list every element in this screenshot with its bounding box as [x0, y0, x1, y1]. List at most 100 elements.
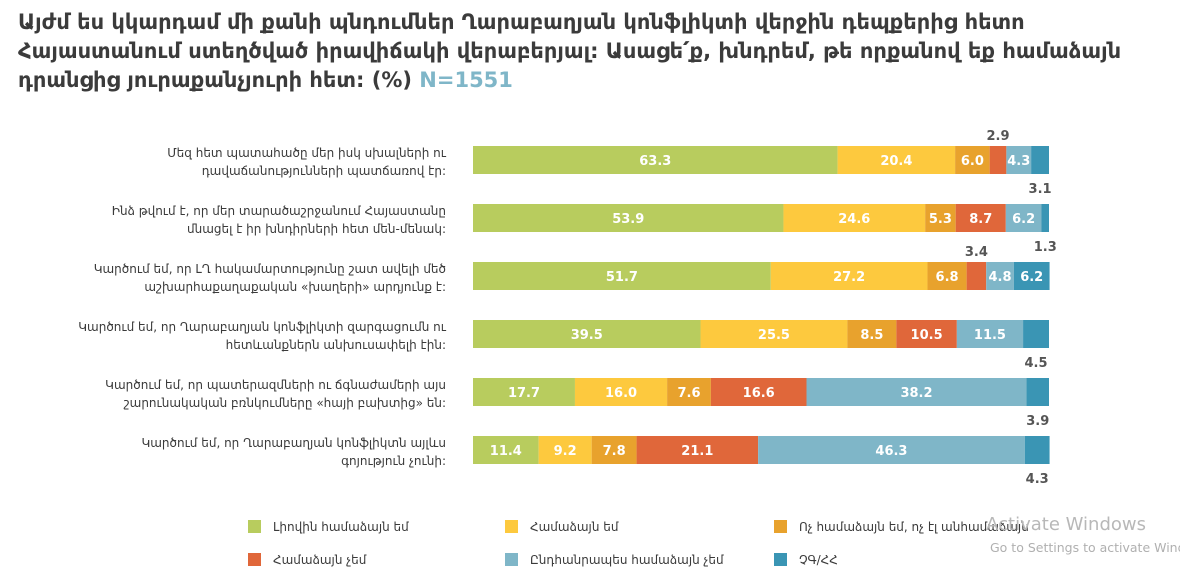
bar-segment	[574, 378, 668, 406]
bar-segment	[473, 262, 771, 290]
chart-title: Այժմ ես կկարդամ մի քանի պնդումներ Ղարաբա…	[18, 8, 1168, 95]
data-label: 6.2	[1012, 212, 1035, 227]
watermark-title: Activate Windows	[986, 514, 1146, 535]
bar-segment	[847, 320, 897, 348]
category-label: գոյություն չունի:	[341, 454, 446, 468]
legend-label: ՉԳ/ՀՀ	[799, 553, 838, 567]
legend-label: Համաձայն եմ	[530, 520, 619, 534]
data-label: 9.2	[554, 444, 577, 459]
bar-segment	[986, 262, 1014, 290]
bar-segment	[1013, 262, 1050, 290]
data-label: 7.6	[677, 386, 700, 401]
legend-swatch	[505, 520, 518, 533]
data-label: 51.7	[606, 270, 638, 285]
data-label: 21.1	[681, 444, 713, 459]
legend-label: Ընդհանրապես համաձայն չեմ	[530, 553, 724, 567]
bar-segment	[896, 320, 957, 348]
data-label: 25.5	[758, 328, 790, 343]
legend-swatch	[248, 520, 261, 533]
bar-segment	[1006, 146, 1032, 174]
category-label: շարունակական բռնկումները «հայի բախտից» ե…	[124, 396, 446, 410]
category-label: Կարծում եմ, որ ԼՂ հակամարտությունը շատ ա…	[94, 262, 446, 276]
legend-swatch	[248, 553, 261, 566]
data-label: 11.5	[974, 328, 1006, 343]
bar-segment	[783, 204, 926, 232]
data-label: 53.9	[612, 212, 644, 227]
bar-segment	[1026, 378, 1049, 406]
data-label: 3.9	[1026, 414, 1049, 429]
watermark-subtitle: Go to Settings to activate Windows.	[990, 540, 1180, 555]
legend-label: Լիովին համաձայն եմ	[273, 520, 409, 534]
category-label: դավաճանությունների պատճառով էր:	[202, 164, 446, 178]
data-label: 7.8	[603, 444, 626, 459]
data-label: 4.8	[989, 270, 1012, 285]
data-label: 24.6	[838, 212, 870, 227]
bar-segment	[1005, 204, 1042, 232]
data-label: 10.5	[911, 328, 943, 343]
data-label: 2.9	[987, 129, 1010, 144]
bar-segment	[1024, 436, 1050, 464]
data-label: 27.2	[833, 270, 865, 285]
data-label: 4.5	[1025, 356, 1048, 371]
bar-segment	[955, 146, 990, 174]
bar-segment	[956, 320, 1024, 348]
category-label: Կարծում եմ, որ պատերազմների ու ճգնաժամեր…	[105, 378, 446, 392]
legend-swatch	[774, 520, 787, 533]
bar-segment	[758, 436, 1025, 464]
data-label: 63.3	[639, 154, 671, 169]
bar-segment	[1041, 204, 1049, 232]
data-label: 16.6	[743, 386, 775, 401]
data-label: 4.3	[1007, 154, 1030, 169]
legend-swatch	[505, 553, 518, 566]
data-label: 5.3	[929, 212, 952, 227]
category-label: աշխարհաքաղաքական «խաղերի» արդյունք է:	[144, 280, 446, 294]
bar-segment	[591, 436, 637, 464]
bar-segment	[955, 204, 1006, 232]
bar-segment	[473, 146, 838, 174]
bar-segment	[989, 146, 1007, 174]
data-label: 39.5	[571, 328, 603, 343]
sample-size: N=1551	[419, 68, 513, 92]
bar-segment	[925, 204, 956, 232]
legend-label: Ոչ համաձայն եմ, ոչ էլ անհամաձայն	[799, 520, 1029, 534]
data-label: 6.2	[1020, 270, 1043, 285]
data-label: 8.5	[860, 328, 883, 343]
category-label: մնացել է իր խնդիրների հետ մեն-մենակ:	[187, 222, 446, 236]
category-label: Ինձ թվում է, որ մեր տարածաշրջանում Հայաս…	[112, 204, 446, 218]
category-label: Կարծում եմ, որ Ղարաբաղյան կոնֆլիկտն այլև…	[141, 436, 446, 450]
data-label: 6.8	[936, 270, 959, 285]
data-label: 38.2	[900, 386, 932, 401]
bar-segment	[1023, 320, 1049, 348]
data-label: 3.4	[965, 245, 988, 260]
bar-segment	[473, 436, 539, 464]
bar-segment	[636, 436, 759, 464]
data-label: 3.1	[1029, 182, 1052, 197]
bar-segment	[710, 378, 807, 406]
bar-segment	[473, 378, 575, 406]
bar-segment	[700, 320, 848, 348]
legend-swatch	[774, 553, 787, 566]
bar-segment	[473, 320, 701, 348]
bar-segment	[837, 146, 956, 174]
data-label: 1.3	[1034, 240, 1057, 255]
category-label: Կարծում եմ, որ Ղարաբաղյան կոնֆլիկտի զարգ…	[78, 320, 447, 334]
bar-segment	[1031, 146, 1049, 174]
bar-segment	[927, 262, 967, 290]
bar-segment	[966, 262, 987, 290]
data-label: 46.3	[875, 444, 907, 459]
category-label: Մեզ հետ պատահածը մեր իսկ սխալների ու	[167, 146, 447, 160]
bar-segment	[538, 436, 592, 464]
title-text: Այժմ ես կկարդամ մի քանի պնդումներ Ղարաբա…	[18, 10, 1122, 92]
bar-segment	[806, 378, 1027, 406]
bar-segment	[770, 262, 928, 290]
legend-label: Համաձայն չեմ	[273, 553, 367, 567]
data-label: 4.3	[1026, 472, 1049, 487]
data-label: 11.4	[490, 444, 522, 459]
bar-segment	[473, 204, 784, 232]
data-label: 20.4	[880, 154, 912, 169]
bar-segment	[667, 378, 711, 406]
data-label: 6.0	[961, 154, 984, 169]
data-label: 17.7	[508, 386, 540, 401]
category-label: հետևանքներն անխուսափելի էին:	[226, 338, 446, 352]
